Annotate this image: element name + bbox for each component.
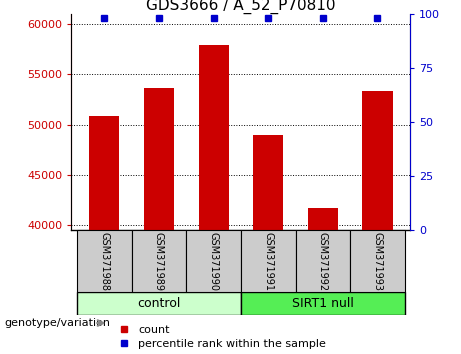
Text: GSM371990: GSM371990 xyxy=(208,232,219,291)
Bar xyxy=(89,116,119,230)
Bar xyxy=(362,91,392,230)
Bar xyxy=(241,292,405,315)
Text: GSM371989: GSM371989 xyxy=(154,232,164,291)
Bar xyxy=(199,45,229,230)
Text: percentile rank within the sample: percentile rank within the sample xyxy=(138,339,326,349)
Bar xyxy=(308,208,338,230)
Text: control: control xyxy=(137,297,181,310)
Text: genotype/variation: genotype/variation xyxy=(5,318,111,328)
Bar xyxy=(77,292,241,315)
Text: GSM371993: GSM371993 xyxy=(372,232,383,291)
Text: GSM371992: GSM371992 xyxy=(318,232,328,291)
Text: GSM371988: GSM371988 xyxy=(99,232,109,291)
Bar xyxy=(253,135,283,230)
Text: SIRT1 null: SIRT1 null xyxy=(292,297,354,310)
Bar xyxy=(296,230,350,292)
Text: count: count xyxy=(138,325,170,335)
Bar xyxy=(350,230,405,292)
Bar xyxy=(186,230,241,292)
Bar xyxy=(77,230,131,292)
Text: GSM371991: GSM371991 xyxy=(263,232,273,291)
Bar xyxy=(131,230,186,292)
Title: GDS3666 / A_52_P70810: GDS3666 / A_52_P70810 xyxy=(146,0,336,14)
Bar xyxy=(241,230,296,292)
Bar xyxy=(144,88,174,230)
